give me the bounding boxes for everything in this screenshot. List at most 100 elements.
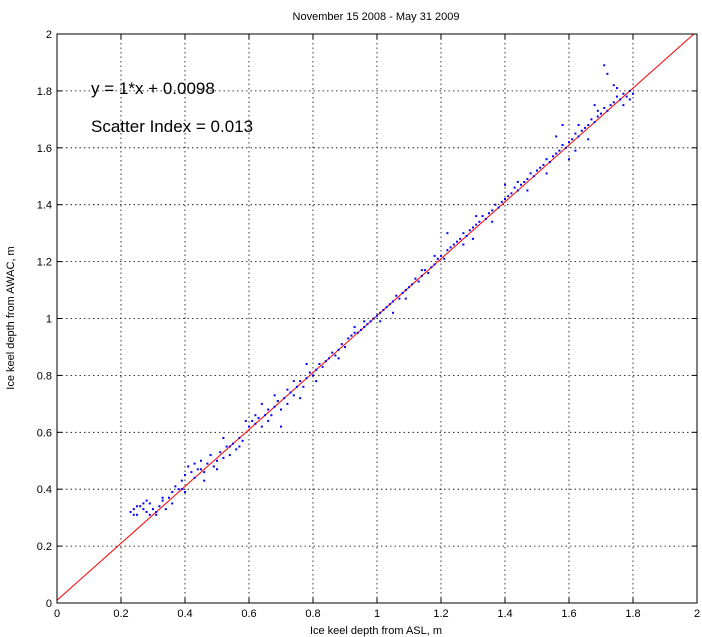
data-point [580,129,583,132]
data-point [536,169,538,172]
data-point [337,348,340,351]
data-point [254,414,257,417]
data-point [251,419,254,422]
x-tick-label: 0.6 [241,608,256,620]
data-point [369,320,372,323]
data-point [276,400,279,403]
data-point [526,178,529,181]
data-point [420,274,423,277]
data-point [529,172,532,175]
data-point [593,121,596,124]
data-point [587,138,590,141]
x-tick-label: 1 [374,608,380,620]
y-tick-label: 2 [46,29,52,41]
data-point [500,200,503,203]
y-tick-label: 1 [46,314,52,326]
data-point [254,422,257,425]
data-point [558,149,561,152]
y-tick-label: 0.2 [37,541,52,553]
data-point [299,397,302,400]
data-point [379,311,382,314]
data-point [184,473,186,476]
data-point [222,436,225,439]
data-point [376,314,378,317]
data-point [609,104,612,107]
y-tick-label: 0.8 [37,370,52,382]
data-point [340,343,343,346]
data-point [577,135,580,138]
data-point [286,388,289,391]
data-point [353,331,356,334]
data-point [180,479,183,482]
data-point [267,408,270,411]
data-point [216,459,218,462]
data-point [420,269,423,272]
data-point [584,126,586,129]
data-point [395,294,398,297]
data-point [612,101,615,104]
data-point [203,479,206,482]
data-point [171,502,174,505]
x-tick-label: 1.8 [625,608,640,620]
data-point [289,391,292,394]
data-point [616,95,618,98]
data-point [145,510,148,513]
x-axis-label: Ice keel depth from ASL, m [310,625,442,637]
data-point [532,175,535,178]
data-point [168,496,170,499]
y-tick-label: 1.8 [37,86,52,98]
data-point [372,317,375,320]
data-point [209,454,212,457]
data-point [328,357,330,360]
data-point [596,115,599,118]
data-point [171,491,174,494]
data-point [456,240,458,243]
data-point [587,124,590,127]
axis-ticks: 0 0.2 0.4 0.6 0.8 1 1.2 1.4 1.6 1.8 2 0 0.2 0.4 0.6 0.8… [37,29,700,620]
data-point [449,246,452,249]
data-point [148,513,151,516]
y-tick-label: 1.2 [37,257,52,269]
data-point [344,345,346,348]
data-point [302,385,305,388]
data-point [459,237,462,240]
data-point [356,331,359,334]
data-point [404,289,407,292]
data-point [238,445,241,448]
fit-line [56,33,695,601]
data-point [548,161,551,164]
data-point [238,436,241,439]
data-point [494,203,497,206]
x-tick-label: 0 [54,608,60,620]
x-tick-label: 0.2 [113,608,128,620]
data-point [504,198,506,201]
data-point [516,180,519,183]
data-point [484,217,487,220]
data-point [417,280,420,283]
data-point [353,326,356,329]
data-point [196,468,199,471]
data-point [545,172,548,175]
data-point [472,237,474,240]
data-point [264,414,266,417]
data-point [267,419,270,422]
data-point [139,505,142,508]
x-tick-label: 0.4 [177,608,192,620]
data-point [206,462,209,465]
data-point [622,92,625,95]
data-point [174,485,177,488]
data-point [542,163,545,166]
data-point [392,311,394,314]
data-point [625,95,628,98]
x-tick-label: 1.2 [433,608,448,620]
data-point [248,425,250,428]
data-point [465,234,468,237]
data-point [616,87,618,90]
data-point [561,143,564,146]
data-point [305,377,308,380]
data-point [430,266,433,269]
data-point [424,269,426,272]
data-point [436,257,439,260]
data-point [462,243,465,246]
data-point [360,328,362,331]
